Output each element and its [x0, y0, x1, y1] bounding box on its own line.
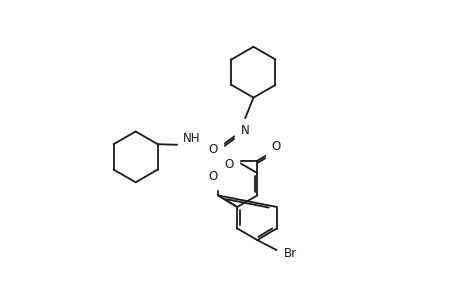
Text: N: N [240, 124, 249, 137]
Text: O: O [207, 143, 217, 156]
Text: NH: NH [183, 132, 200, 145]
Text: O: O [270, 140, 280, 153]
Text: Br: Br [284, 247, 297, 260]
Text: O: O [207, 170, 217, 183]
Text: O: O [224, 158, 233, 171]
